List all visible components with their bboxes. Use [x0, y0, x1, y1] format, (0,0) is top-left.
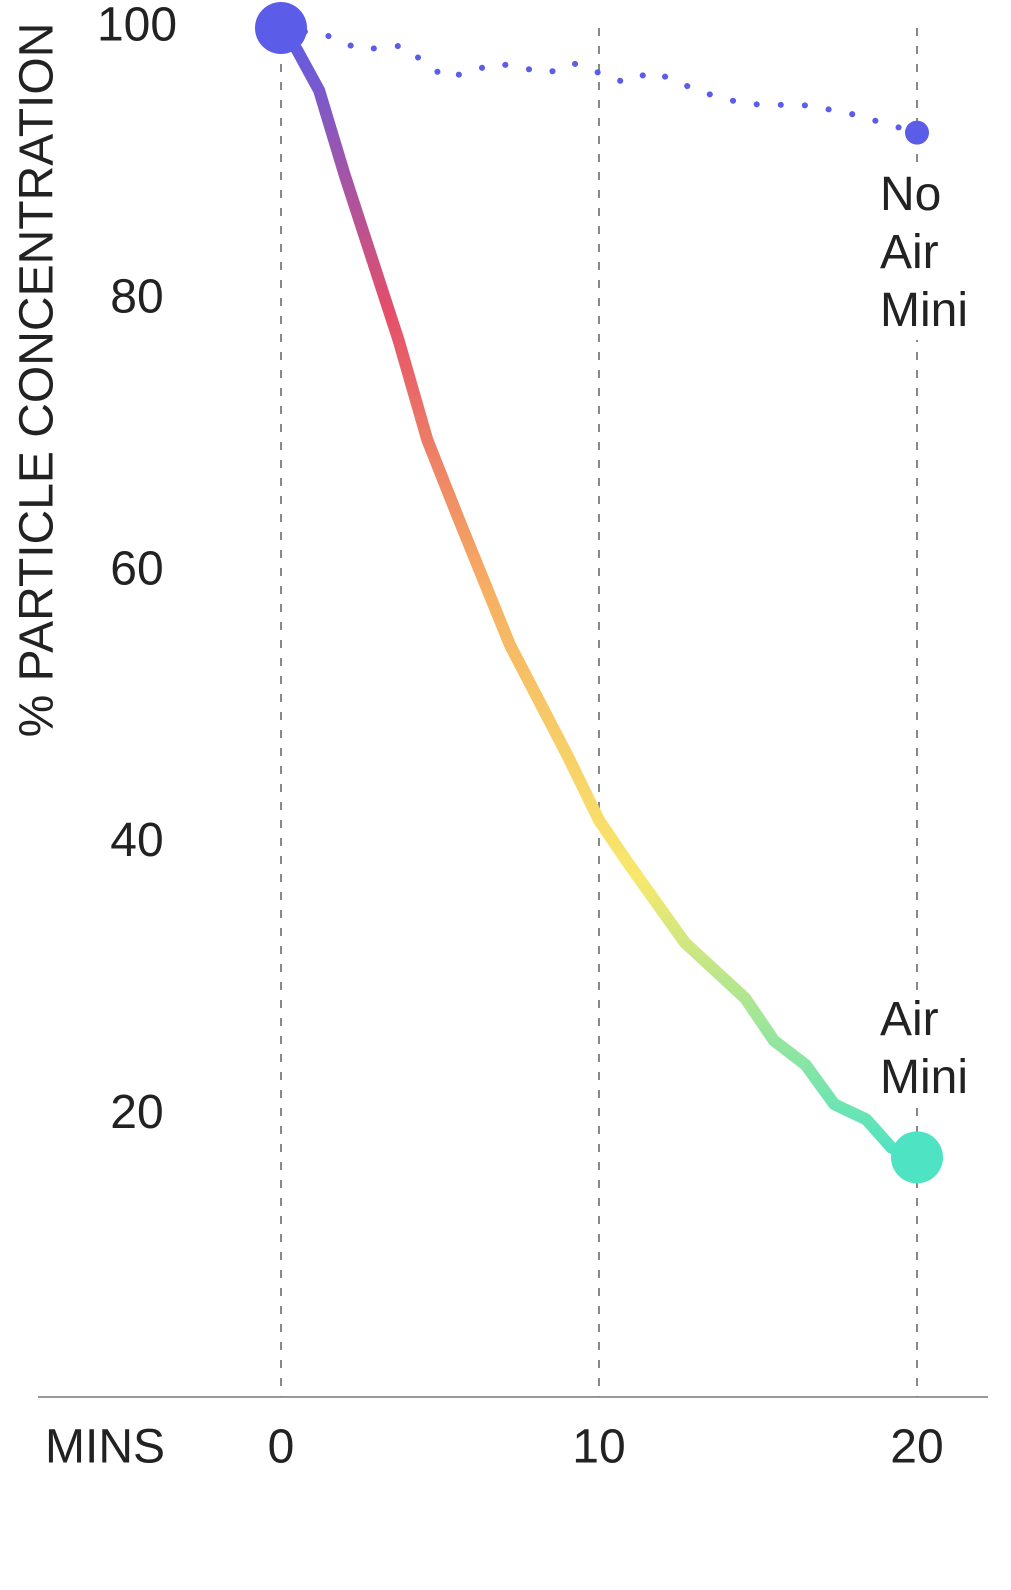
series-label: Air Mini	[880, 991, 969, 1108]
y-tick-label: 80	[110, 270, 163, 323]
y-tick-label: 100	[97, 0, 177, 52]
x-tick-label: 20	[890, 1421, 943, 1474]
y-axis-title: % PARTICLE CONCENTRATION	[11, 23, 64, 738]
x-axis-title: MINS	[45, 1421, 165, 1474]
x-tick-label: 10	[572, 1421, 625, 1474]
y-tick-label: 60	[110, 542, 163, 595]
y-tick-label: 20	[110, 1086, 163, 1139]
x-tick-label: 0	[268, 1421, 295, 1474]
y-tick-label: 40	[110, 814, 163, 867]
series-label: No Air Mini	[880, 165, 969, 340]
end-marker	[905, 120, 929, 145]
series-line	[275, 22, 923, 1164]
series-line	[278, 25, 920, 136]
end-marker	[891, 1131, 943, 1184]
